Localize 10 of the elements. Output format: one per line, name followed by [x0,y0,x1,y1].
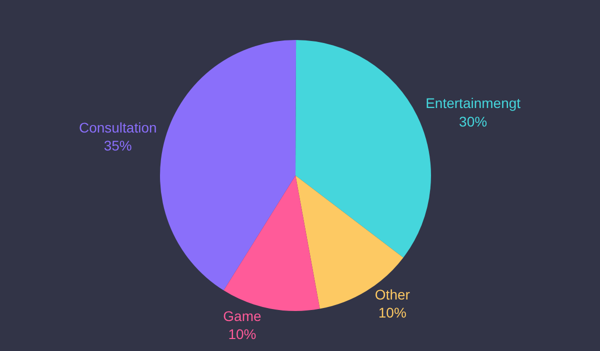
data-label: 10% [378,304,406,321]
slice-label: Other [374,286,410,302]
data-label: 30% [459,113,488,130]
pie-slice [160,40,296,290]
slice-label: Consultation [78,119,157,136]
data-label: 10% [228,326,256,342]
slice-label: Game [223,308,262,324]
pie-slice [224,176,320,311]
slice-label: Entertainmengt [426,95,521,112]
data-label: 35% [104,138,132,154]
